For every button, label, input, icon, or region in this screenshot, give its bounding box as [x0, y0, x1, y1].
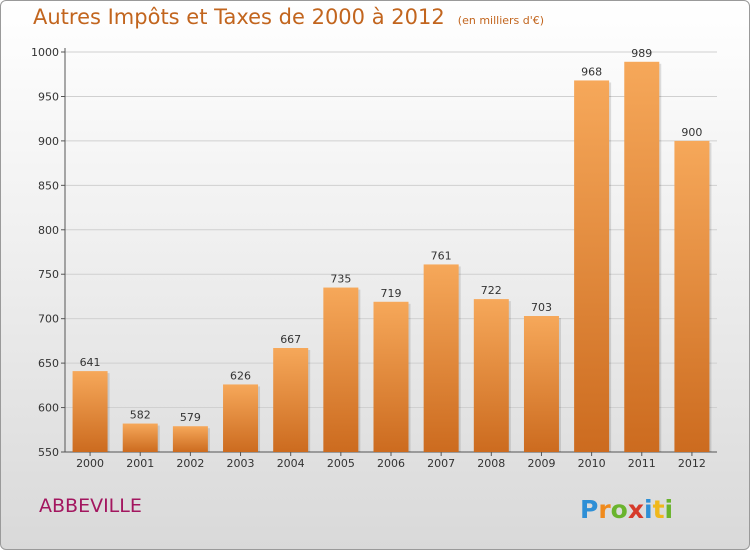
- bar: [423, 264, 459, 452]
- bars: [72, 61, 712, 453]
- x-tick-label: 2012: [678, 457, 706, 470]
- data-label: 761: [431, 249, 452, 262]
- y-tick-label: 700: [38, 313, 59, 326]
- y-tick-label: 900: [38, 135, 59, 148]
- x-tick-label: 2008: [477, 457, 505, 470]
- bar: [574, 80, 610, 452]
- bar: [373, 301, 409, 452]
- y-tick-label: 1000: [31, 46, 59, 59]
- x-tick-label: 2010: [578, 457, 606, 470]
- chart-unit-note: (en milliers d'€): [457, 14, 545, 27]
- x-tick-label: 2011: [628, 457, 656, 470]
- y-tick-label: 550: [38, 446, 59, 459]
- data-label: 641: [80, 356, 101, 369]
- y-tick-label: 600: [38, 402, 59, 415]
- x-tick-label: 2003: [227, 457, 255, 470]
- x-tick-label: 2001: [126, 457, 154, 470]
- bar: [273, 348, 309, 452]
- bar: [523, 316, 559, 452]
- bar: [72, 371, 108, 452]
- y-tick-label: 800: [38, 224, 59, 237]
- bar: [172, 426, 208, 452]
- y-tick-label: 850: [38, 179, 59, 192]
- x-tick-label: 2005: [327, 457, 355, 470]
- x-tick-label: 2009: [527, 457, 555, 470]
- x-tick-label: 2004: [277, 457, 305, 470]
- labels: 2000 641 2001 582 2002 579 2003 626 2004 667 2005 7…: [76, 47, 706, 470]
- bar: [674, 140, 710, 452]
- chart-title: Autres Impôts et Taxes de 2000 à 2012: [33, 5, 445, 29]
- data-label: 735: [330, 273, 351, 286]
- proxiti-logo[interactable]: Proxiti: [578, 491, 698, 527]
- y-tick-label: 650: [38, 357, 59, 370]
- data-label: 989: [631, 47, 652, 60]
- bar: [122, 423, 158, 452]
- data-label: 582: [130, 409, 151, 422]
- data-label: 719: [381, 287, 402, 300]
- x-tick-label: 2002: [176, 457, 204, 470]
- data-label: 722: [481, 284, 502, 297]
- y-tick-label: 750: [38, 268, 59, 281]
- data-label: 900: [681, 126, 702, 139]
- bar: [223, 384, 259, 452]
- bar: [473, 299, 509, 452]
- x-tick-label: 2006: [377, 457, 405, 470]
- city-name: ABBEVILLE: [39, 495, 142, 517]
- svg-text:Proxiti: Proxiti: [580, 495, 673, 524]
- data-label: 667: [280, 333, 301, 346]
- x-tick-label: 2000: [76, 457, 104, 470]
- data-label: 579: [180, 411, 201, 424]
- chart-title-block: Autres Impôts et Taxes de 2000 à 2012 (e…: [33, 5, 544, 29]
- data-label: 703: [531, 301, 552, 314]
- data-label: 626: [230, 369, 251, 382]
- data-label: 968: [581, 65, 602, 78]
- y-tick-label: 950: [38, 90, 59, 103]
- x-tick-label: 2007: [427, 457, 455, 470]
- bar: [323, 287, 359, 452]
- bar: [624, 61, 660, 453]
